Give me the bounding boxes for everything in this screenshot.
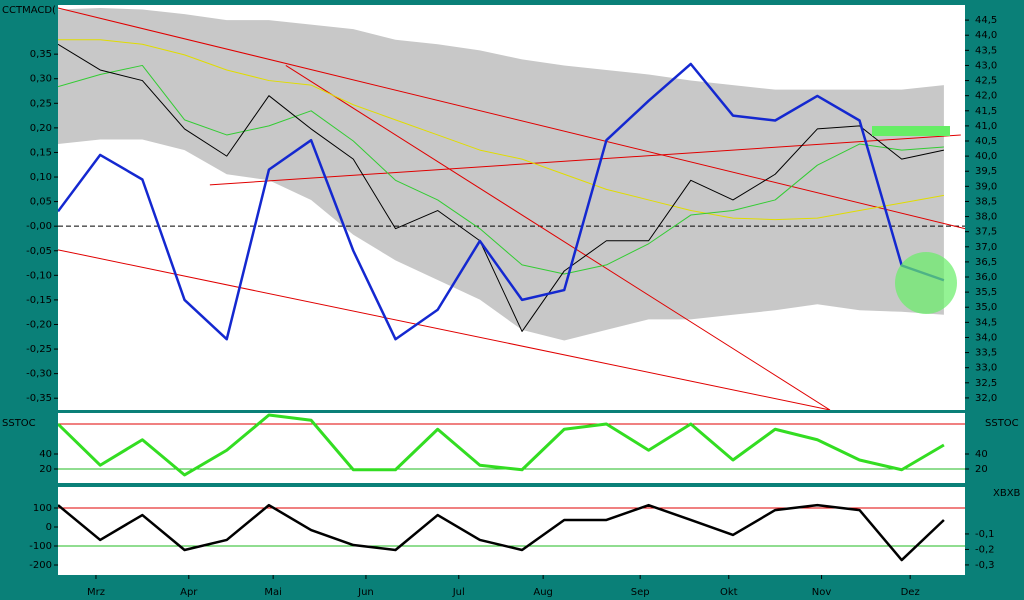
highlight-box (872, 126, 950, 136)
y-tick-label: -100 (29, 541, 52, 552)
x-tick-label: Jun (357, 587, 374, 598)
panel-title: CCTMACD( (2, 5, 56, 16)
y-tick-label: -0,00 (26, 221, 52, 232)
x-tick-label: Mai (264, 587, 282, 598)
x-tick-label: Nov (812, 587, 832, 598)
y2-tick-label: 38,0 (975, 212, 997, 223)
y-tick-label: 0,35 (30, 49, 52, 60)
y2-tick-label: 35,5 (975, 287, 997, 298)
y-tick-label: -0,30 (26, 369, 52, 380)
y-tick-label: 0,20 (30, 123, 52, 134)
panel-title: SSTOC (985, 418, 1019, 429)
y-tick-label: 0,05 (30, 197, 52, 208)
y2-tick-label: 32,0 (975, 393, 997, 404)
y2-tick-label: 36,5 (975, 257, 997, 268)
band (58, 8, 944, 341)
y2-tick-label: -0,3 (975, 560, 995, 571)
y-tick-label: 20 (39, 464, 52, 475)
trend-line (285, 65, 831, 410)
panel (58, 487, 965, 575)
y2-tick-label: 41,0 (975, 121, 997, 132)
y2-tick-label: 44,5 (975, 15, 997, 26)
y2-tick-label: 40 (975, 449, 988, 460)
y2-tick-label: 38,5 (975, 196, 997, 207)
y2-tick-label: 37,5 (975, 227, 997, 238)
y2-tick-label: 39,0 (975, 181, 997, 192)
y-tick-label: 0,30 (30, 74, 52, 85)
y2-tick-label: 32,5 (975, 378, 997, 389)
y2-tick-label: 44,0 (975, 30, 997, 41)
panel (58, 413, 965, 483)
trend-line (58, 249, 831, 410)
y-tick-label: 0,10 (30, 172, 52, 183)
y2-tick-label: 33,5 (975, 348, 997, 359)
y-tick-label: 0,15 (30, 147, 52, 158)
y-tick-label: -200 (29, 560, 52, 571)
series-line (58, 43, 945, 332)
y2-tick-label: 37,0 (975, 242, 997, 253)
y-tick-label: -0,20 (26, 319, 52, 330)
y-tick-label: -0,10 (26, 270, 52, 281)
y2-tick-label: 35,0 (975, 302, 997, 313)
y2-tick-label: 41,5 (975, 106, 997, 117)
y2-tick-label: 42,5 (975, 76, 997, 87)
x-tick-label: Aug (533, 587, 553, 598)
series-line (58, 413, 945, 477)
y2-tick-label: 20 (975, 464, 988, 475)
panel-content (58, 7, 965, 410)
y-tick-label: -0,05 (26, 246, 52, 257)
y2-tick-label: 43,5 (975, 45, 997, 56)
y2-tick-label: 39,5 (975, 166, 997, 177)
y2-tick-label: -0,2 (975, 544, 995, 555)
y-tick-label: -0,25 (26, 344, 52, 355)
y2-tick-label: 42,0 (975, 91, 997, 102)
y-tick-label: -0,15 (26, 295, 52, 306)
panel-content (58, 503, 965, 562)
x-tick-label: Sep (631, 587, 650, 598)
panel-title: SSTOC (2, 418, 36, 429)
x-tick-label: Apr (180, 587, 198, 598)
panel-title: XBXB (993, 488, 1021, 499)
y2-tick-label: 34,0 (975, 332, 997, 343)
y2-tick-label: 36,0 (975, 272, 997, 283)
trend-line (58, 7, 965, 230)
y-tick-label: 40 (39, 449, 52, 460)
series-line (58, 64, 944, 275)
y-tick-label: 0,25 (30, 98, 52, 109)
y-tick-label: -0,35 (26, 393, 52, 404)
y2-tick-label: -0,1 (975, 529, 995, 540)
x-tick-label: Mrz (87, 587, 105, 598)
y2-tick-label: 40,0 (975, 151, 997, 162)
y2-tick-label: 43,0 (975, 60, 997, 71)
x-tick-label: Jul (452, 587, 465, 598)
y-tick-label: 0 (46, 522, 52, 533)
y-tick-label: 100 (33, 503, 52, 514)
x-tick-label: Dez (901, 587, 920, 598)
series-line (58, 39, 944, 221)
highlight-circle (895, 252, 957, 314)
series-line (58, 62, 945, 341)
plot-layer: 0,35 0,30 0,25 0,20 0,15 0,10 0,05 -0,00 -0,05 -0… (26, 5, 997, 598)
series-line (58, 503, 945, 562)
y2-tick-label: 40,5 (975, 136, 997, 147)
y2-tick-label: 34,5 (975, 317, 997, 328)
trend-line (209, 134, 961, 186)
panel-content (58, 413, 965, 477)
y2-tick-label: 33,0 (975, 363, 997, 374)
x-tick-label: Okt (720, 587, 738, 598)
